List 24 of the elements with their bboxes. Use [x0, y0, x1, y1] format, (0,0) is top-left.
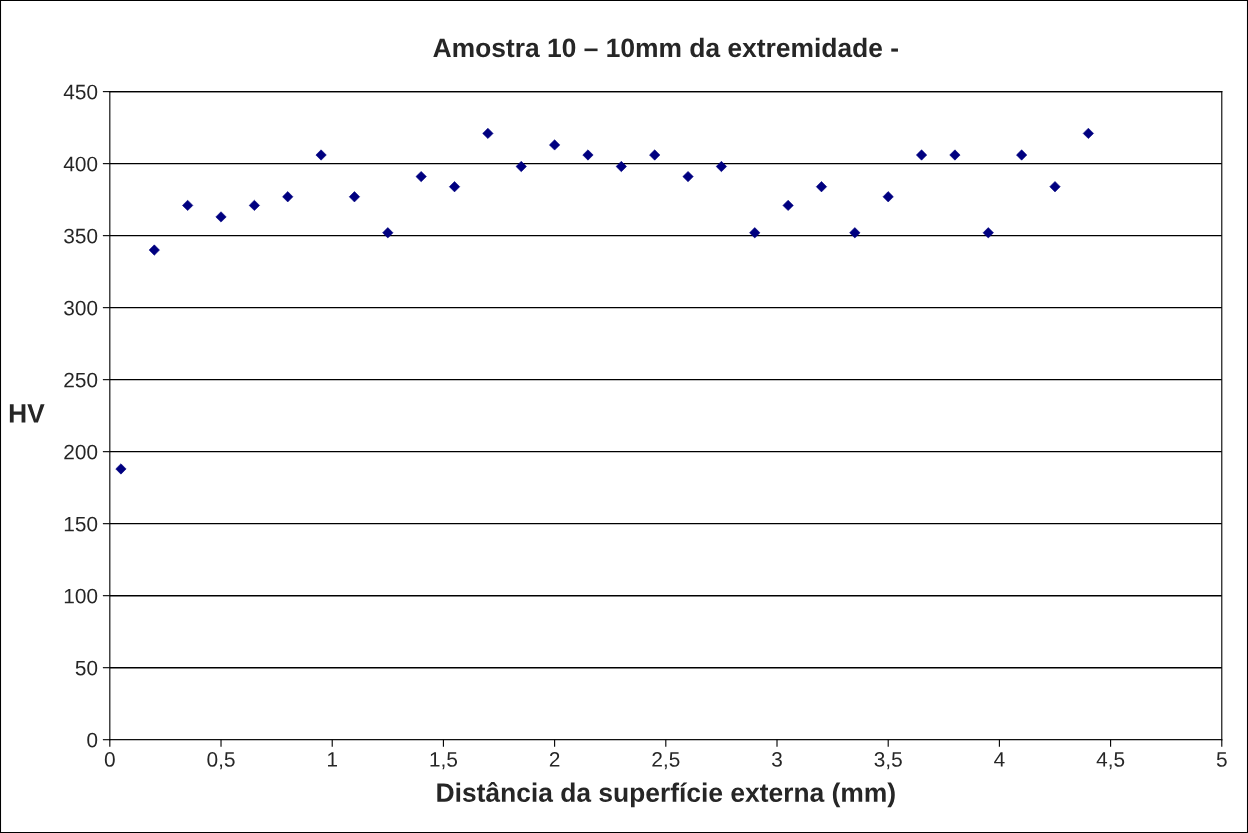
y-tick-label: 100	[64, 588, 98, 604]
x-tick-label: 5	[1216, 752, 1227, 767]
y-tick-label: 400	[63, 156, 98, 172]
x-tick-label: 0,5	[207, 752, 235, 770]
y-tick-label: 450	[63, 84, 98, 100]
y-tick-label: 50	[75, 660, 98, 676]
y-tick-label: 350	[64, 228, 98, 244]
x-tick-label: 4,5	[1096, 752, 1125, 770]
x-axis-title: Distância da superfície externa (mm)	[437, 782, 895, 808]
x-tick-label: 2	[549, 752, 560, 767]
x-tick-label: 4	[994, 752, 1005, 767]
y-axis-title: HV	[9, 404, 45, 423]
x-tick-label: 3	[772, 752, 782, 767]
y-tick-label: 200	[64, 444, 98, 460]
y-tick-label: 300	[64, 300, 98, 316]
x-tick-label: 2,5	[652, 752, 680, 770]
x-tick-label: 1,5	[430, 752, 458, 770]
y-tick-label: 0	[87, 732, 98, 748]
chart-title: Amostra 10 – 10mm da extremidade -	[433, 37, 898, 58]
y-tick-label: 250	[64, 372, 98, 388]
y-tick-label: 150	[64, 516, 98, 532]
x-tick-label: 0	[104, 752, 115, 767]
x-tick-label: 3,5	[874, 752, 902, 770]
x-tick-label: 1	[328, 752, 337, 767]
